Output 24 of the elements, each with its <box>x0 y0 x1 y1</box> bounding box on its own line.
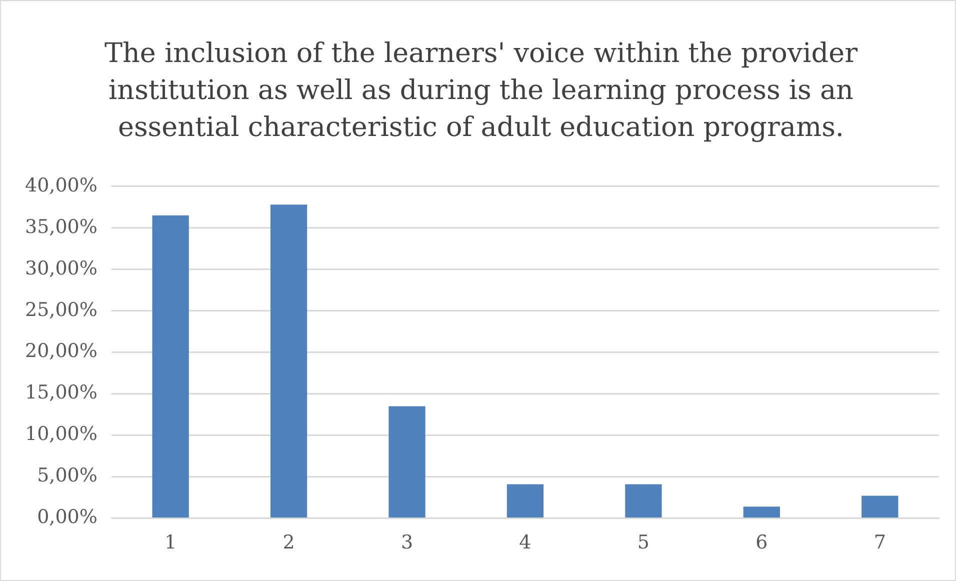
bar <box>862 496 898 518</box>
y-tick-label: 25,00% <box>24 298 98 321</box>
y-tick-label: 40,00% <box>24 174 98 196</box>
y-tick-label: 20,00% <box>24 340 98 362</box>
bar <box>152 215 189 518</box>
y-tick-label: 15,00% <box>24 382 98 404</box>
bar <box>270 204 308 518</box>
y-tick-label: 0,00% <box>37 506 98 528</box>
x-tick-label: 2 <box>282 532 295 554</box>
y-tick-label: 35,00% <box>24 216 98 238</box>
y-tick-label: 30,00% <box>24 257 98 280</box>
bar <box>743 506 780 518</box>
x-tick-label: 1 <box>164 532 177 554</box>
bar <box>506 484 544 518</box>
y-tick-label: 10,00% <box>24 423 98 446</box>
x-tick-label: 4 <box>519 532 532 554</box>
x-tick-label: 5 <box>637 532 650 554</box>
x-tick-label: 7 <box>874 532 886 554</box>
x-tick-label: 6 <box>756 532 768 554</box>
bar <box>625 484 662 518</box>
bar <box>388 406 426 518</box>
chart-title: The inclusion of the learners' voice within the provider institution as well as during the learning process is an essential characteristic of adult education programs. <box>104 37 858 145</box>
x-tick-label: 3 <box>400 532 414 554</box>
y-tick-label: 5,00% <box>37 464 98 487</box>
